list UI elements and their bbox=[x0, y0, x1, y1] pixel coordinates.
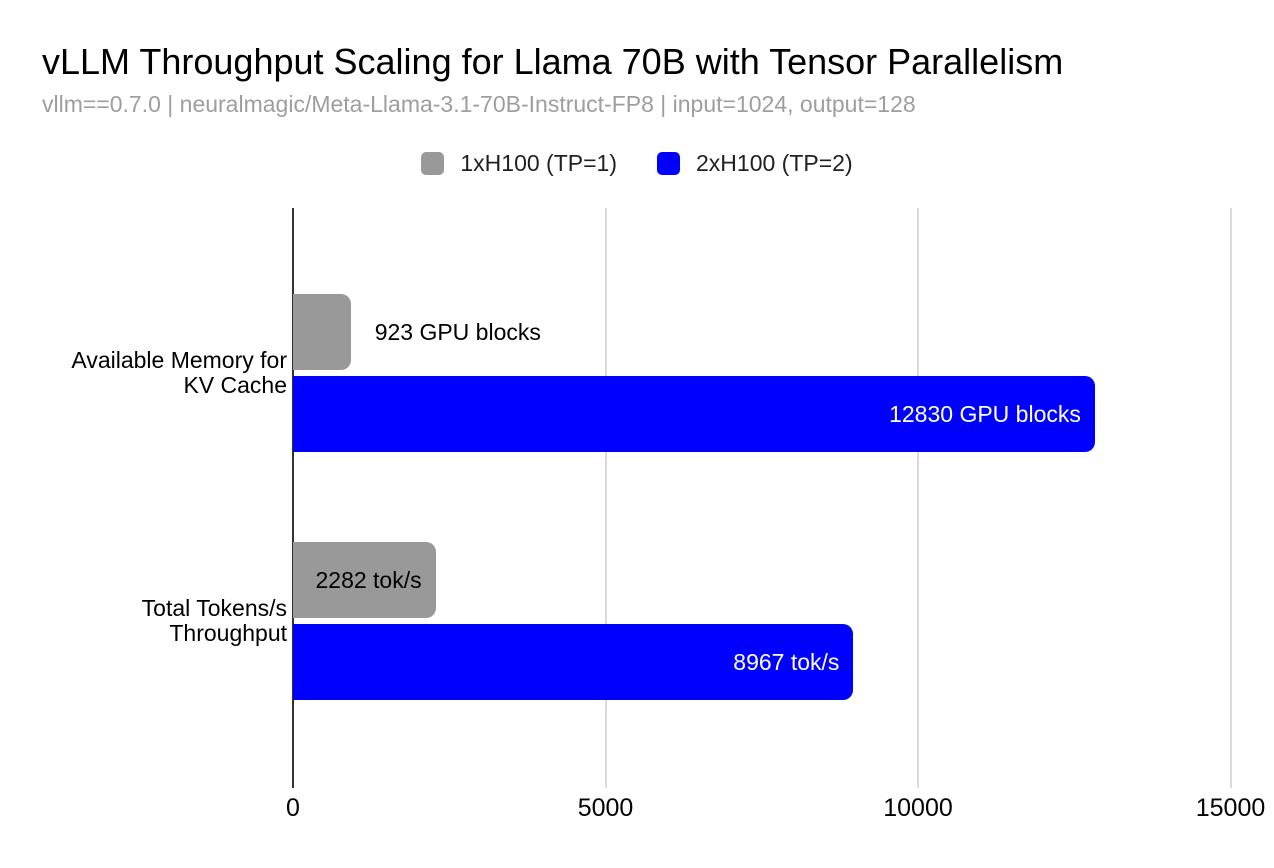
category-label-total-tokens-s-throughput: Total Tokens/s Throughput bbox=[0, 596, 287, 646]
x-tick-label-5000: 5000 bbox=[577, 794, 634, 822]
category-label-line: KV Cache bbox=[183, 372, 287, 398]
legend-item-2xh100-tp-2: 2xH100 (TP=2) bbox=[657, 150, 853, 177]
legend-swatch-icon bbox=[421, 152, 445, 175]
chart-legend: 1xH100 (TP=1) 2xH100 (TP=2) bbox=[0, 150, 1274, 177]
category-label-line: Total Tokens/s bbox=[141, 595, 287, 621]
legend-label: 1xH100 (TP=1) bbox=[460, 150, 617, 176]
gridline-15000 bbox=[1229, 208, 1232, 788]
bar-2xh100-tp-2-total-tokens-s-throughput bbox=[293, 624, 854, 700]
legend-label: 2xH100 (TP=2) bbox=[696, 150, 853, 176]
legend-swatch-icon bbox=[657, 152, 680, 175]
category-label-line: Throughput bbox=[169, 620, 287, 646]
bar-value-label-2xh100-tp-2-available-memory-for-kv-cache: 12830 GPU blocks bbox=[889, 401, 1081, 427]
bar-value-label-1xh100-tp-1-available-memory-for-kv-cache: 923 GPU blocks bbox=[374, 319, 541, 345]
chart-title: vLLM Throughput Scaling for Llama 70B wi… bbox=[42, 41, 1064, 82]
legend-item-1xh100-tp-1: 1xH100 (TP=1) bbox=[421, 150, 617, 177]
x-tick-label-0: 0 bbox=[286, 794, 300, 822]
bar-value-label-2xh100-tp-2-total-tokens-s-throughput: 8967 tok/s bbox=[733, 649, 840, 675]
bar-2xh100-tp-2-available-memory-for-kv-cache bbox=[293, 376, 1095, 452]
bar-value-label-1xh100-tp-1-total-tokens-s-throughput: 2282 tok/s bbox=[315, 567, 422, 593]
gridline-10000 bbox=[917, 208, 919, 788]
bar-1xh100-tp-1-total-tokens-s-throughput bbox=[293, 542, 436, 618]
axis-zero-line bbox=[292, 208, 294, 788]
x-tick-label-10000: 10000 bbox=[883, 794, 953, 822]
bar-1xh100-tp-1-available-memory-for-kv-cache bbox=[293, 294, 351, 370]
category-label-line: Available Memory for bbox=[71, 347, 287, 373]
chart-subtitle: vllm==0.7.0 | neuralmagic/Meta-Llama-3.1… bbox=[42, 91, 916, 117]
plot-area: 923 GPU blocks 12830 GPU blocks 2282 tok/s… bbox=[292, 208, 1232, 788]
category-label-available-memory-for-kv-cache: Available Memory for KV Cache bbox=[0, 348, 287, 398]
x-tick-label-15000: 15000 bbox=[1195, 794, 1266, 822]
gridline-5000 bbox=[604, 208, 607, 788]
